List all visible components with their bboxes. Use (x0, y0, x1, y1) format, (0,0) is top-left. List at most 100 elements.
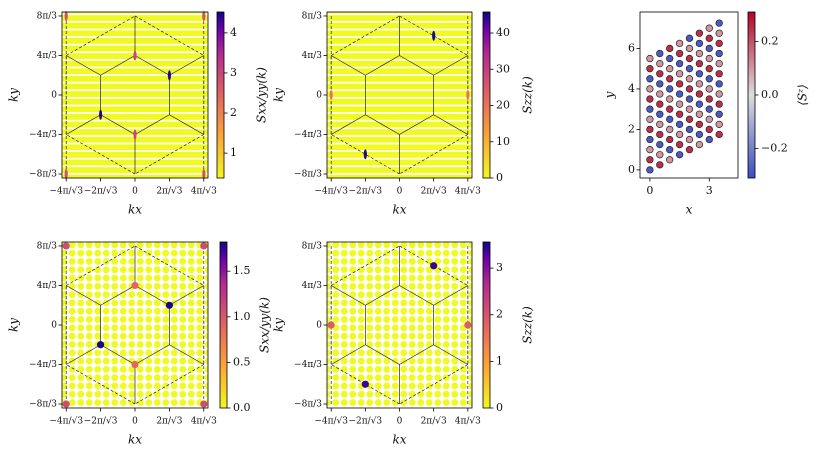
peak (202, 10, 206, 21)
x-tick-label: 0 (646, 184, 653, 197)
peak (62, 242, 70, 250)
peak (432, 30, 436, 41)
x-tick-label: 0 (397, 417, 403, 427)
site (656, 140, 664, 149)
x-tick-label: 2π/√3 (156, 186, 182, 197)
colorbar (482, 11, 491, 179)
site (666, 65, 674, 73)
zone-boundary (331, 134, 400, 175)
peak (64, 10, 68, 21)
site (666, 125, 674, 134)
colorbar (219, 241, 228, 409)
peak (165, 301, 174, 309)
site (675, 140, 684, 149)
site (685, 115, 694, 123)
site (705, 44, 713, 53)
site (695, 110, 704, 118)
peak (131, 360, 139, 369)
zone-boundary (365, 114, 400, 135)
zone-boundary (100, 285, 136, 306)
peak (133, 129, 137, 140)
site (675, 120, 684, 129)
site (715, 29, 723, 37)
site (656, 130, 664, 139)
y-tick-label: 8π/3 (37, 241, 58, 251)
site (675, 90, 684, 98)
colorbar-tick-label: 1.5 (233, 264, 251, 277)
site (705, 115, 713, 123)
site (695, 120, 704, 129)
colorbar-tick-label: 40 (496, 26, 510, 39)
y-tick-label: 4π/3 (37, 281, 58, 291)
site (715, 120, 723, 129)
y-tick-label: −4π/3 (294, 130, 322, 140)
site (675, 151, 684, 159)
colorbar-tick-label: −0.2 (761, 142, 788, 155)
x-tick-label: 2π/√3 (421, 416, 447, 427)
site (666, 95, 674, 103)
zone-boundary (100, 344, 136, 365)
colorbar-tick-label: 0 (496, 401, 503, 414)
x-tick-label: 4π/√3 (191, 186, 217, 197)
y-tick-label: 4π/3 (302, 281, 323, 291)
x-tick-label: 4π/√3 (191, 416, 217, 427)
site (705, 75, 713, 83)
site (666, 105, 674, 113)
peak (62, 400, 70, 408)
site (685, 44, 694, 53)
y-tick-label: 8π/3 (37, 11, 58, 21)
site (656, 100, 664, 108)
zone-boundary (66, 134, 136, 175)
site (666, 75, 674, 83)
x-tick-label: −2π/√3 (348, 416, 382, 427)
site (705, 34, 713, 42)
site (646, 166, 654, 174)
site (695, 140, 704, 149)
zone-boundary (331, 285, 366, 306)
site (705, 95, 713, 103)
site (675, 100, 684, 108)
site (666, 54, 674, 63)
site (705, 135, 713, 144)
y-tick-label: 0 (628, 163, 635, 176)
peak (202, 169, 206, 180)
colorbar-tick-label: 3 (230, 66, 237, 79)
y-tick-label: 0 (51, 91, 57, 101)
zone-boundary (399, 15, 468, 56)
x-tick-label: −4π/√3 (314, 416, 348, 427)
site (715, 130, 723, 139)
site (715, 39, 723, 48)
peak (200, 242, 208, 250)
x-tick-label: −2π/√3 (348, 186, 382, 197)
site (675, 80, 684, 88)
colorbar (482, 241, 491, 409)
zone-boundary (100, 114, 136, 135)
colorbar-tick-label: 0.0 (761, 88, 779, 101)
y-tick-label: 6 (628, 41, 635, 54)
site (656, 151, 664, 159)
site (666, 85, 674, 93)
site (685, 135, 694, 144)
x-tick-label: 4π/√3 (455, 186, 481, 197)
y-tick-label: 0 (51, 321, 57, 331)
zone-boundary (66, 344, 101, 365)
y-tick-label: 4π/3 (302, 51, 323, 61)
x-axis-label: kx (392, 203, 406, 217)
site (715, 110, 723, 118)
colorbar-label: Sxx/yy(k) (258, 297, 272, 353)
y-axis-label: ky (7, 88, 21, 102)
y-tick-label: −8π/3 (29, 170, 57, 180)
site (695, 90, 704, 98)
zone-boundary (134, 134, 204, 175)
zone-boundary (66, 55, 101, 76)
site (715, 49, 723, 58)
site (646, 95, 654, 103)
zone-boundary (66, 15, 136, 56)
site (695, 130, 704, 139)
x-tick-label: 4π/√3 (455, 416, 481, 427)
x-tick-label: 0 (132, 187, 138, 197)
y-tick-label: 4 (628, 82, 635, 95)
colorbar-tick-label: 4 (230, 26, 237, 39)
x-axis-label: kx (128, 433, 142, 447)
site (656, 110, 664, 118)
